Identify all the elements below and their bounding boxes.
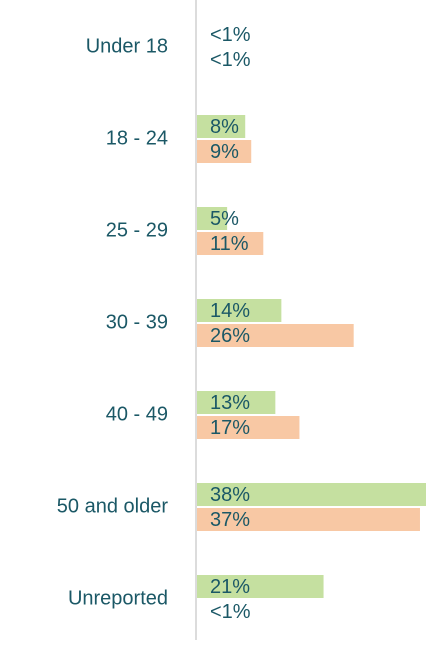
value-label: 21% [210,576,250,598]
value-label: 13% [210,392,250,414]
bar [197,324,354,347]
value-label: 5% [210,208,239,230]
bar [197,115,246,138]
category-label: 50 and older [57,495,169,517]
category-label: 30 - 39 [106,311,168,333]
value-label: 26% [210,325,250,347]
bar [197,508,420,531]
value-label: <1% [210,24,251,46]
bar [197,391,276,414]
category-label: Unreported [68,587,168,609]
value-label: 37% [210,509,250,531]
category-label: 40 - 49 [106,403,168,425]
bar [197,207,228,230]
category-label: 25 - 29 [106,219,168,241]
value-label: <1% [210,601,251,623]
bar [197,416,300,439]
value-label: 11% [210,233,249,255]
bar [197,575,324,598]
value-label: 17% [210,417,250,439]
bar [197,140,252,163]
value-label: 38% [210,484,250,506]
category-label: 18 - 24 [106,127,168,149]
bar [197,483,426,506]
bar [197,232,264,255]
bar [197,299,282,322]
value-label: 9% [210,141,239,163]
value-label: 14% [210,300,250,322]
value-label: <1% [210,49,251,71]
value-label: 8% [210,116,239,138]
category-label: Under 18 [86,35,168,57]
